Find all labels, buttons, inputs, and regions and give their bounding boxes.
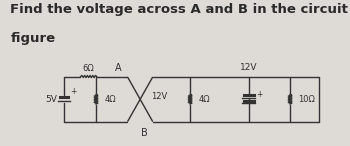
Text: 12V: 12V (151, 92, 168, 101)
Text: A: A (115, 63, 122, 73)
Text: B: B (141, 128, 148, 138)
Text: 4Ω: 4Ω (104, 95, 116, 104)
Text: 4Ω: 4Ω (198, 95, 210, 104)
Text: +: + (256, 89, 262, 99)
Text: 6Ω: 6Ω (83, 64, 95, 73)
Text: +: + (70, 87, 77, 96)
Text: 10Ω: 10Ω (298, 95, 315, 104)
Text: Find the voltage across A and B in the circuit shown in: Find the voltage across A and B in the c… (10, 3, 350, 16)
Text: figure: figure (10, 32, 56, 45)
Text: 5V: 5V (46, 95, 57, 104)
Text: 12V: 12V (240, 63, 258, 72)
